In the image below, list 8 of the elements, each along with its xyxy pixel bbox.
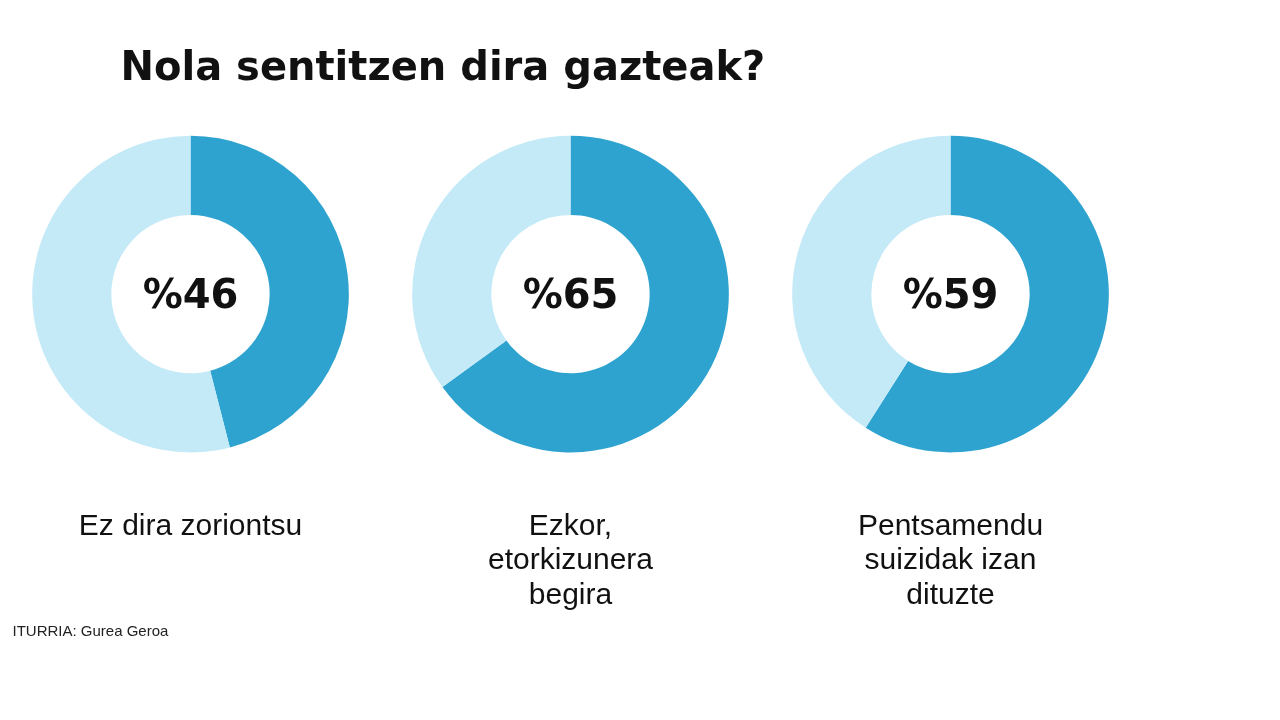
text: %59 bbox=[902, 271, 999, 318]
text: Ezkor, etorkizunera begira bbox=[487, 507, 654, 610]
text: ITURRIA: Gurea Geroa bbox=[12, 622, 170, 639]
text: %46 bbox=[142, 271, 239, 318]
text: %65 bbox=[522, 271, 619, 318]
text: Pentsamendu suizidak izan dituzte bbox=[857, 507, 1044, 610]
text: Ez dira zoriontsu bbox=[78, 507, 303, 541]
text: Nola sentitzen dira gazteak? bbox=[120, 42, 766, 89]
